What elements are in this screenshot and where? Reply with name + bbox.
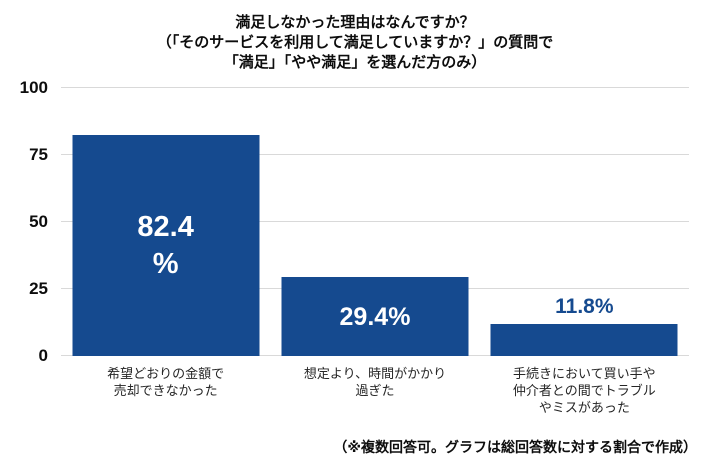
- gridline-75: [61, 154, 689, 155]
- bar-trouble: 11.8%: [490, 295, 678, 356]
- category-label-3: 手続きにおいて買い手や 仲介者との間でトラブル やミスがあった: [480, 365, 689, 416]
- chart-title-line2: （「そのサービスを利用して満足していますか？」の質問で: [156, 34, 554, 51]
- bar-column-1: 82.4 %: [61, 88, 270, 356]
- bar-value-label-3: 11.8%: [555, 295, 613, 319]
- bar-value-1-line1: 82.4: [137, 210, 194, 243]
- bar-time: 29.4%: [281, 277, 469, 356]
- bar-value-label-1: 82.4 %: [72, 135, 259, 356]
- plot-area: 82.4 % 29.4% 11.8%: [61, 87, 689, 356]
- category-3-line2: 仲介者との間でトラブル: [512, 383, 656, 398]
- bar-value-2-line1: 29.4%: [339, 302, 411, 331]
- chart-title: 満足しなかった理由はなんですか？ （「そのサービスを利用して満足していますか？」…: [0, 13, 710, 73]
- chart-title-line1: 満足しなかった理由はなんですか？: [235, 14, 475, 31]
- bar-value-label-2: 29.4%: [281, 277, 468, 356]
- bar-column-2: 29.4%: [270, 88, 479, 356]
- category-3-line1: 手続きにおいて買い手や: [513, 366, 656, 381]
- category-label-2: 想定より、時間がかかり 過ぎた: [270, 365, 479, 416]
- y-tick-label-0: 0: [38, 346, 48, 365]
- category-3-line3: やミスがあった: [538, 400, 630, 415]
- chart-footnote: （※複数回答可。グラフは総回答数に対する割合で作成）: [333, 439, 697, 455]
- gridline-50: [61, 221, 689, 222]
- y-axis-tick-labels: 0 25 50 75 100: [0, 78, 52, 365]
- bar-series: 82.4 % 29.4% 11.8%: [61, 88, 689, 356]
- category-1-line1: 希望どおりの金額で: [107, 366, 225, 381]
- chart-title-line3: 「満足」「やや満足」を選んだ方のみ）: [223, 54, 487, 71]
- y-tick-label-25: 25: [29, 279, 48, 298]
- category-1-line2: 売却できなかった: [113, 383, 218, 398]
- bar-column-3: 11.8%: [480, 88, 689, 356]
- category-2-line1: 想定より、時間がかかり: [303, 366, 447, 381]
- y-tick-label-50: 50: [29, 212, 48, 231]
- bar-money: 82.4 %: [72, 135, 260, 356]
- category-2-line2: 過ぎた: [355, 383, 395, 398]
- bar-value-1-line2: %: [152, 247, 179, 280]
- y-tick-label-100: 100: [19, 78, 48, 97]
- category-label-1: 希望どおりの金額で 売却できなかった: [61, 365, 270, 416]
- gridline-100: [61, 87, 689, 88]
- category-axis-labels: 希望どおりの金額で 売却できなかった 想定より、時間がかかり 過ぎた 手続きにお…: [61, 365, 689, 416]
- bar-value-3-line1: 11.8%: [555, 295, 614, 319]
- y-tick-label-75: 75: [29, 145, 48, 164]
